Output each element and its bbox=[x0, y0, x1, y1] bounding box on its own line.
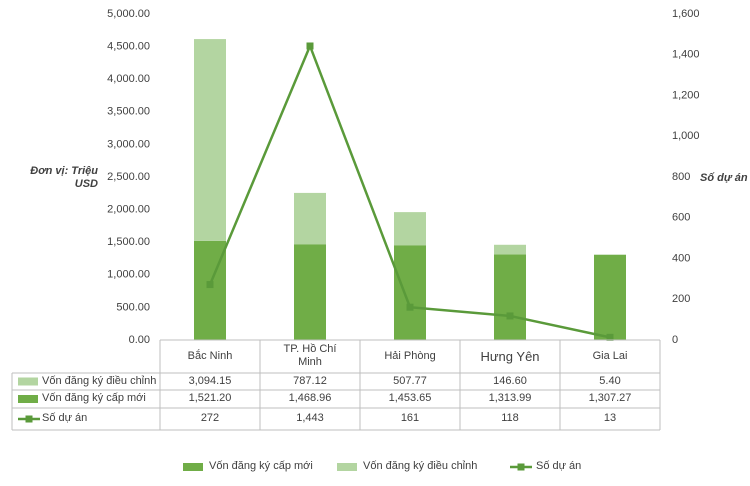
table-cell: 3,094.15 bbox=[188, 374, 232, 387]
category-label: TP. Hồ Chí Minh bbox=[283, 343, 337, 368]
y2-tick-label: 400 bbox=[672, 252, 690, 264]
y2-tick-label: 1,400 bbox=[672, 49, 700, 61]
table-cell: 118 bbox=[501, 412, 519, 424]
category-label: Bắc Ninh bbox=[187, 350, 233, 362]
table-series-name: Số dự án bbox=[42, 412, 88, 424]
table-cell: 1,521.20 bbox=[188, 392, 232, 404]
y2-axis-title: Số dự án bbox=[700, 172, 748, 184]
bar bbox=[594, 254, 626, 340]
legend-label: Vốn đăng ký điều chỉnh bbox=[363, 460, 478, 472]
marker bbox=[606, 333, 614, 341]
legend-key bbox=[517, 463, 525, 471]
y2-tick-label: 1,200 bbox=[672, 89, 700, 101]
y-axis-title: Đơn vị: Triệu USD bbox=[30, 165, 98, 190]
y2-tick-label: 200 bbox=[672, 293, 690, 305]
y-tick-label: 4,500.00 bbox=[107, 41, 150, 53]
table-series-name: Vốn đăng ký điều chỉnh bbox=[42, 374, 157, 387]
table-cell: 161 bbox=[400, 412, 420, 424]
bar bbox=[394, 212, 426, 246]
legend-key bbox=[337, 463, 357, 471]
table-legend-key bbox=[25, 415, 33, 423]
marker bbox=[506, 312, 514, 320]
table-cell: 1,453.65 bbox=[388, 392, 432, 404]
table-cell: 1,307.27 bbox=[588, 392, 632, 404]
y-tick-label: 1,000.00 bbox=[107, 269, 150, 281]
y-tick-label: 3,000.00 bbox=[107, 138, 150, 150]
marker bbox=[406, 303, 414, 311]
y-tick-label: 4,000.00 bbox=[107, 73, 150, 85]
legend-label: Vốn đăng ký cấp mới bbox=[209, 460, 313, 472]
table-cell: 787.12 bbox=[293, 374, 327, 387]
bar bbox=[294, 192, 326, 245]
category-label: Hưng Yên bbox=[480, 349, 540, 364]
category-label: Gia Lai bbox=[592, 350, 628, 362]
table-legend-key bbox=[18, 377, 38, 386]
legend-label: Số dự án bbox=[536, 460, 582, 472]
marker bbox=[206, 281, 214, 289]
y-tick-label: 1,500.00 bbox=[107, 236, 150, 248]
table-cell: 146.60 bbox=[493, 374, 527, 387]
y2-tick-label: 800 bbox=[672, 171, 690, 183]
table-cell: 13 bbox=[603, 412, 617, 424]
y2-tick-label: 1,600 bbox=[672, 8, 700, 20]
y2-tick-label: 0 bbox=[672, 334, 678, 346]
marker bbox=[306, 42, 314, 50]
table-cell: 272 bbox=[200, 412, 220, 424]
table-series-name: Vốn đăng ký cấp mới bbox=[42, 392, 146, 404]
bar bbox=[494, 244, 526, 255]
bar bbox=[194, 39, 226, 241]
table-cell: 1,313.99 bbox=[488, 392, 532, 404]
y-tick-label: 5,000.00 bbox=[107, 8, 150, 20]
y-tick-label: 2,500.00 bbox=[107, 171, 150, 183]
y-tick-label: 2,000.00 bbox=[107, 204, 150, 216]
category-label: Hải Phòng bbox=[384, 350, 436, 362]
y2-tick-label: 600 bbox=[672, 212, 690, 224]
table-cell: 1,468.96 bbox=[288, 392, 332, 404]
y2-tick-label: 1,000 bbox=[672, 130, 700, 142]
bar bbox=[494, 254, 526, 340]
table-cell: 1,443 bbox=[296, 412, 324, 424]
y-tick-label: 0.00 bbox=[129, 334, 150, 346]
y-tick-label: 3,500.00 bbox=[107, 106, 150, 118]
bar bbox=[394, 245, 426, 340]
legend-key bbox=[183, 463, 203, 471]
table-cell: 5.40 bbox=[599, 374, 621, 387]
y-tick-label: 500.00 bbox=[116, 301, 150, 313]
bar bbox=[294, 244, 326, 340]
table-cell: 507.77 bbox=[393, 374, 427, 387]
table-legend-key bbox=[18, 395, 38, 403]
